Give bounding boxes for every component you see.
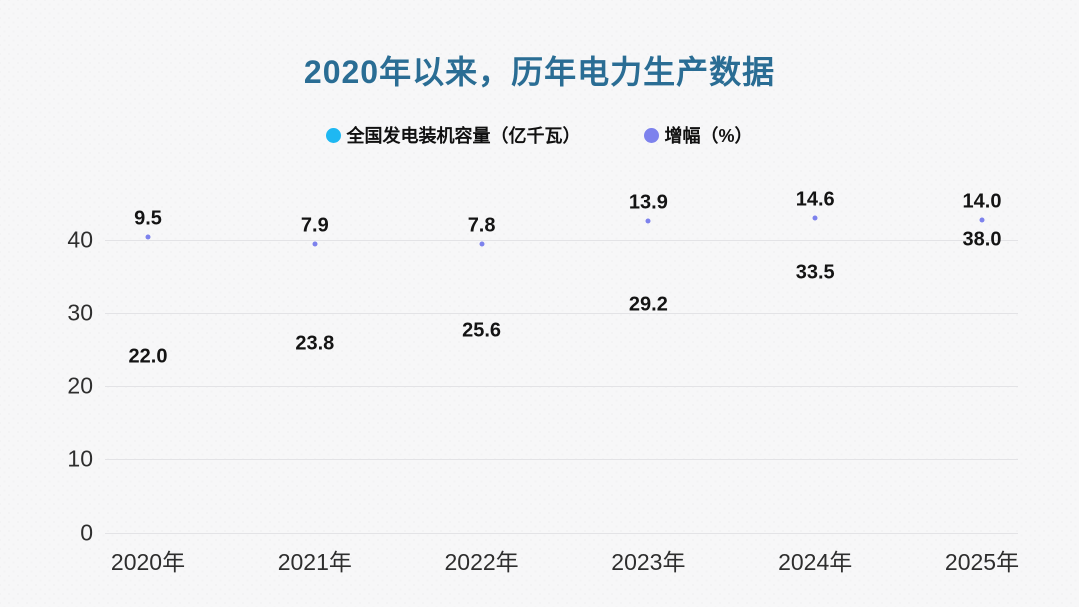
growth-data-point [145,234,151,240]
growth-data-label: 14.6 [795,188,835,211]
growth-data-point [479,241,485,247]
capacity-series-marker-icon [326,127,342,143]
legend: 全国发电装机容量（亿千瓦） 增幅（%） [0,122,1079,148]
legend-item-growth: 增幅（%） [644,122,753,148]
gridline [105,312,1018,314]
gridline [105,532,1018,534]
y-axis-tick-label: 40 [67,226,93,252]
chart-title: 2020年以来，历年电力生产数据 [303,54,776,90]
growth-data-label: 13.9 [628,191,668,214]
growth-data-label: 7.9 [300,214,329,237]
capacity-data-label: 22.0 [128,345,168,368]
growth-data-point [979,217,985,223]
legend-item-capacity: 全国发电装机容量（亿千瓦） [326,122,580,148]
y-axis-tick-label: 10 [67,445,93,472]
x-axis-label: 2021年 [277,549,352,575]
capacity-data-label: 38.0 [962,228,1002,251]
growth-data-label: 7.8 [467,214,496,237]
y-axis-tick-label: 20 [67,372,93,399]
capacity-data-label: 23.8 [295,332,335,355]
x-axis-label: 2025年 [944,549,1020,575]
x-axis-label: 2020年 [110,549,186,575]
growth-series-marker-icon [644,127,660,143]
legend-label-growth: 增幅（%） [664,126,753,146]
gridline [105,239,1018,241]
growth-data-label: 9.5 [134,207,162,230]
x-axis-label: 2022年 [444,549,519,575]
x-axis-label: 2023年 [611,549,686,575]
x-axis-label: 2024年 [778,549,853,575]
y-axis-tick-label: 0 [80,519,93,545]
growth-data-point [812,215,818,221]
capacity-data-label: 29.2 [628,293,668,316]
gridline [105,459,1018,461]
gridline [105,386,1018,387]
growth-data-point [312,241,318,247]
legend-label-capacity: 全国发电装机容量（亿千瓦） [346,126,581,146]
capacity-data-label: 25.6 [462,319,502,342]
growth-data-point [645,218,651,224]
growth-data-label: 14.0 [962,190,1002,213]
y-axis-tick-label: 30 [67,299,93,326]
capacity-data-label: 33.5 [795,261,835,284]
